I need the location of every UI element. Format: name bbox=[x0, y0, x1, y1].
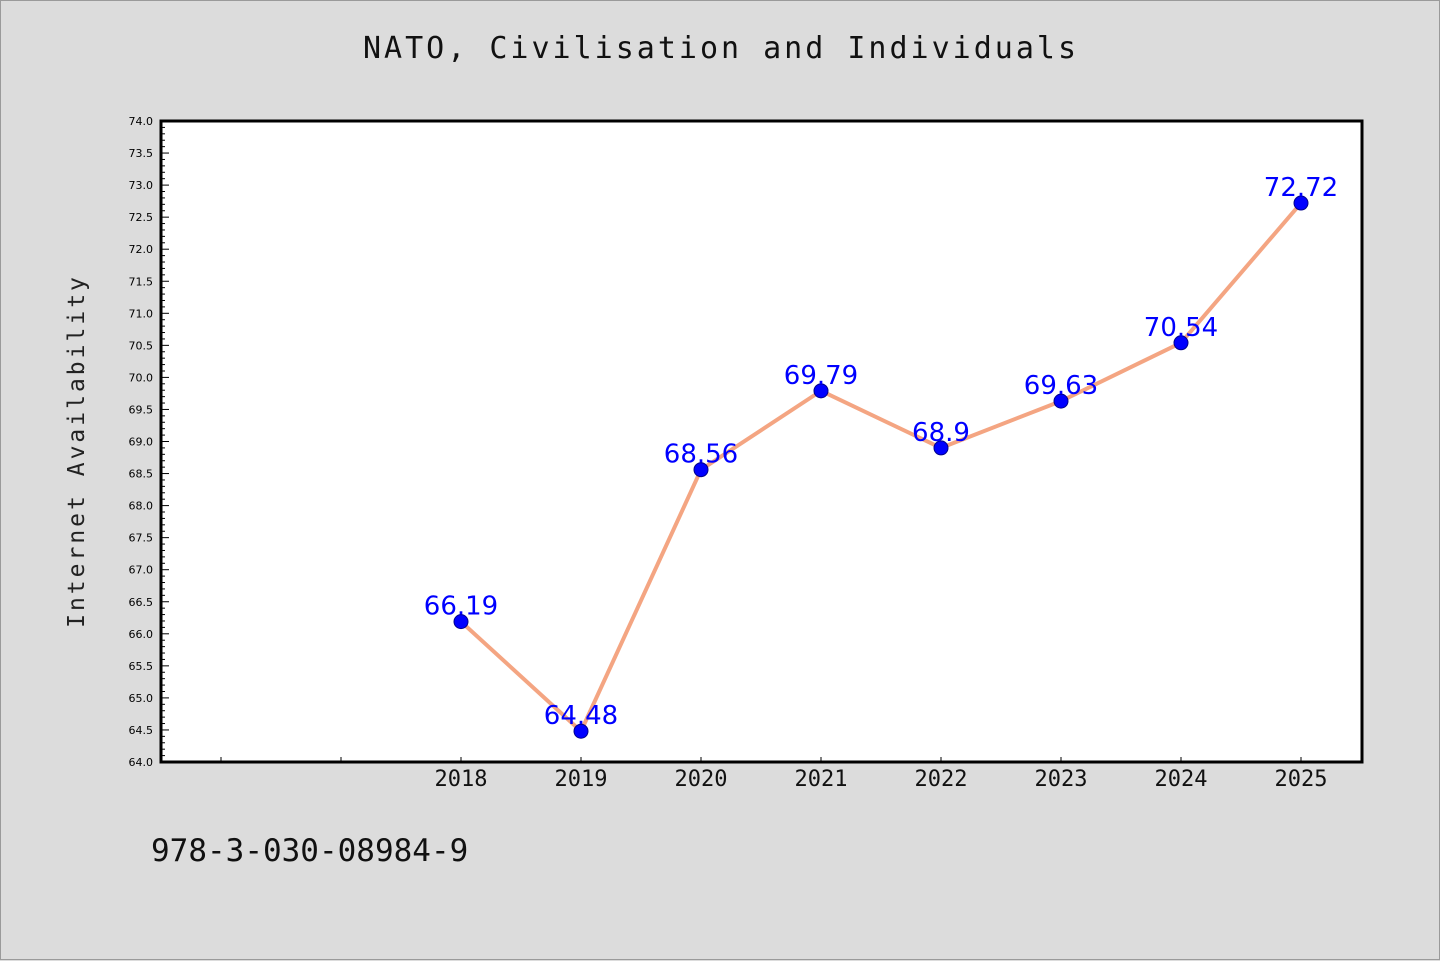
data-label: 69.63 bbox=[1024, 371, 1098, 401]
data-label: 70.54 bbox=[1144, 313, 1218, 343]
y-tick-label: 71.0 bbox=[129, 307, 154, 320]
data-label: 68.9 bbox=[912, 418, 970, 448]
y-tick-label: 70.0 bbox=[129, 371, 154, 384]
y-tick-label: 65.0 bbox=[129, 692, 154, 705]
data-label: 72.72 bbox=[1264, 173, 1338, 203]
y-tick-label: 68.5 bbox=[129, 468, 154, 481]
y-tick-label: 66.5 bbox=[129, 596, 154, 609]
y-tick-label: 74.0 bbox=[129, 115, 154, 128]
x-tick-label: 2023 bbox=[1035, 767, 1088, 792]
x-tick-label: 2020 bbox=[675, 767, 728, 792]
y-tick-label: 67.5 bbox=[129, 532, 154, 545]
x-tick-label: 2022 bbox=[915, 767, 968, 792]
y-tick-label: 73.5 bbox=[129, 147, 154, 160]
data-label: 69.79 bbox=[784, 361, 858, 391]
x-tick-label: 2018 bbox=[435, 767, 488, 792]
x-axis: 2018 2019 2020 2021 2022 2023 2024 2025 bbox=[220, 757, 1328, 792]
data-labels: 66.19 64.48 68.56 69.79 68.9 69.63 70.54 72.72 bbox=[424, 173, 1338, 731]
x-tick-label: 2025 bbox=[1275, 767, 1328, 792]
isbn-text: 978-3-030-08984-9 bbox=[151, 833, 469, 869]
series-line bbox=[459, 201, 1303, 734]
data-point bbox=[1053, 393, 1069, 409]
y-tick-label: 69.5 bbox=[129, 403, 154, 416]
y-tick-label: 72.5 bbox=[129, 211, 154, 224]
y-tick-label: 64.5 bbox=[129, 724, 154, 737]
x-tick-label: 2019 bbox=[555, 767, 608, 792]
y-tick-label: 68.0 bbox=[129, 500, 154, 513]
y-tick-label: 65.5 bbox=[129, 660, 154, 673]
y-tick-label: 64.0 bbox=[129, 756, 154, 769]
data-point bbox=[1173, 335, 1189, 351]
y-tick-label: 72.0 bbox=[129, 243, 154, 256]
chart-title: NATO, Civilisation and Individuals bbox=[362, 31, 1080, 66]
series-markers bbox=[453, 195, 1309, 739]
y-tick-label: 73.0 bbox=[129, 179, 154, 192]
y-tick-label: 67.0 bbox=[129, 564, 154, 577]
series-line-group bbox=[459, 201, 1303, 734]
plot-area bbox=[159, 119, 1364, 764]
data-point bbox=[933, 440, 949, 456]
y-axis: 64.0 64.5 65.0 65.5 66.0 66.5 67.0 67.5 68.0 68.5… bbox=[129, 115, 169, 769]
data-point bbox=[453, 614, 469, 630]
data-label: 64.48 bbox=[544, 701, 618, 731]
data-label: 68.56 bbox=[664, 440, 738, 470]
y-tick-label: 71.5 bbox=[129, 275, 154, 288]
x-tick-label: 2021 bbox=[795, 767, 848, 792]
data-label: 66.19 bbox=[424, 592, 498, 622]
y-tick-label: 69.0 bbox=[129, 436, 154, 449]
y-tick-label: 70.5 bbox=[129, 339, 154, 352]
x-tick-label: 2024 bbox=[1155, 767, 1208, 792]
data-point bbox=[1293, 195, 1309, 211]
data-point bbox=[693, 462, 709, 478]
y-tick-label: 66.0 bbox=[129, 628, 154, 641]
data-point bbox=[573, 723, 589, 739]
data-point bbox=[813, 383, 829, 399]
